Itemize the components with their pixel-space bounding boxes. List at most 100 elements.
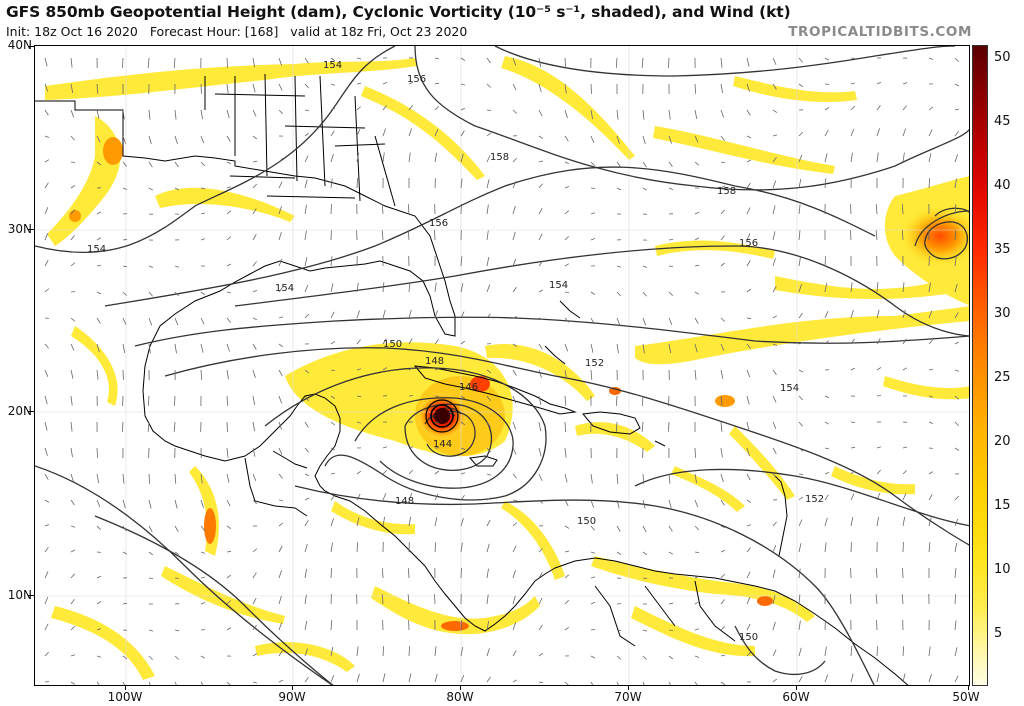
wind-barb — [746, 499, 752, 504]
wind-barb — [382, 128, 386, 137]
wind-barb — [616, 317, 621, 326]
wind-barb — [408, 152, 411, 163]
wind-barb — [642, 317, 647, 326]
wind-barb — [226, 369, 229, 380]
wind-barb — [382, 446, 388, 449]
wind-barb — [330, 447, 336, 451]
wind-barb — [590, 238, 596, 241]
wind-barb — [278, 595, 282, 605]
wind-barb — [902, 493, 907, 501]
wind-barb — [356, 421, 362, 424]
wind-barb — [278, 57, 282, 66]
wind-barb — [434, 339, 439, 345]
wind-barb — [876, 152, 879, 163]
lon-tick — [968, 686, 969, 690]
wind-barb — [70, 473, 74, 482]
wind-barb — [356, 152, 360, 163]
wind-barb — [486, 204, 489, 215]
wind-barb — [850, 152, 853, 163]
map-panel[interactable]: 154 156 158 154 156 158 156 154 150 148 … — [34, 45, 970, 686]
wind-barb — [954, 620, 957, 631]
wind-barb — [720, 549, 726, 553]
wind-barb — [616, 265, 622, 268]
wind-barb — [252, 624, 257, 631]
wind-barb — [746, 524, 752, 527]
wind-barb — [901, 594, 904, 605]
wind-barb — [590, 212, 596, 215]
wind-barb — [746, 343, 751, 349]
wind-barb — [304, 109, 310, 112]
wind-barb — [642, 187, 648, 191]
wind-barb — [278, 83, 283, 91]
wind-barb — [875, 204, 878, 215]
wind-barb — [70, 185, 76, 189]
wind-barb — [408, 492, 413, 501]
wind-barb — [252, 183, 257, 189]
wind-barb — [876, 620, 878, 631]
wind-barb — [304, 594, 307, 605]
wind-barb — [798, 312, 803, 319]
wind-barb — [746, 260, 751, 267]
wind-barb — [824, 57, 830, 61]
wind-barb — [148, 681, 151, 685]
wind-barb — [200, 238, 206, 241]
wind-barb — [798, 284, 802, 293]
height-label: 152 — [585, 358, 604, 369]
wind-barb — [720, 421, 723, 432]
wind-barb — [70, 291, 76, 293]
wind-barb — [486, 519, 491, 527]
wind-barb — [44, 259, 49, 267]
wind-barb — [668, 187, 674, 190]
wind-barb — [954, 108, 960, 111]
lon-label-80w: 80W — [446, 690, 474, 704]
wind-barb — [798, 178, 802, 189]
wind-barb — [746, 288, 752, 293]
wind-barb — [824, 517, 828, 527]
wind-barb — [901, 230, 904, 241]
wind-barb — [174, 629, 180, 632]
wind-barb — [252, 499, 257, 505]
wind-barb — [122, 499, 126, 509]
wind-barb — [694, 628, 700, 631]
wind-barb — [486, 648, 490, 657]
wind-barb — [850, 128, 855, 137]
wind-barb — [148, 187, 154, 191]
wind-barb — [772, 134, 778, 137]
wind-barb — [512, 83, 517, 91]
wind-barb — [407, 230, 410, 241]
wind-barb — [850, 673, 854, 683]
site-credit: TROPICALTIDBITS.COM — [788, 24, 972, 40]
wind-barb — [798, 676, 803, 683]
wind-barb — [720, 681, 726, 685]
wind-barb — [642, 135, 646, 145]
wind-barb — [512, 369, 517, 376]
wind-barb — [772, 258, 776, 267]
wind-barb — [641, 395, 644, 406]
wind-barb — [252, 317, 258, 321]
wind-barb — [512, 231, 516, 241]
wind-barb — [330, 311, 335, 319]
wind-barb — [252, 369, 256, 379]
wind-barb — [434, 368, 440, 371]
wind-barb — [486, 109, 492, 111]
wind-barb — [928, 178, 931, 189]
wind-barb — [720, 83, 723, 94]
forecast-hour: Forecast Hour: [168] — [149, 24, 279, 39]
wind-barb — [44, 343, 49, 349]
wind-barb — [954, 495, 959, 501]
wind-barb — [304, 568, 307, 579]
wind-barb — [876, 395, 882, 397]
wind-barb — [460, 646, 464, 657]
wind-barb — [720, 135, 725, 141]
wind-barb — [928, 471, 934, 475]
wind-barb — [96, 83, 99, 94]
wind-barb — [460, 568, 462, 579]
wind-barb — [538, 260, 543, 267]
wind-barb — [304, 648, 308, 657]
wind-barb — [746, 159, 752, 163]
wind-barb — [434, 421, 440, 424]
wind-barb — [356, 542, 359, 553]
wind-barb — [642, 577, 648, 579]
wind-barb — [512, 522, 518, 527]
wind-barb — [96, 628, 102, 631]
